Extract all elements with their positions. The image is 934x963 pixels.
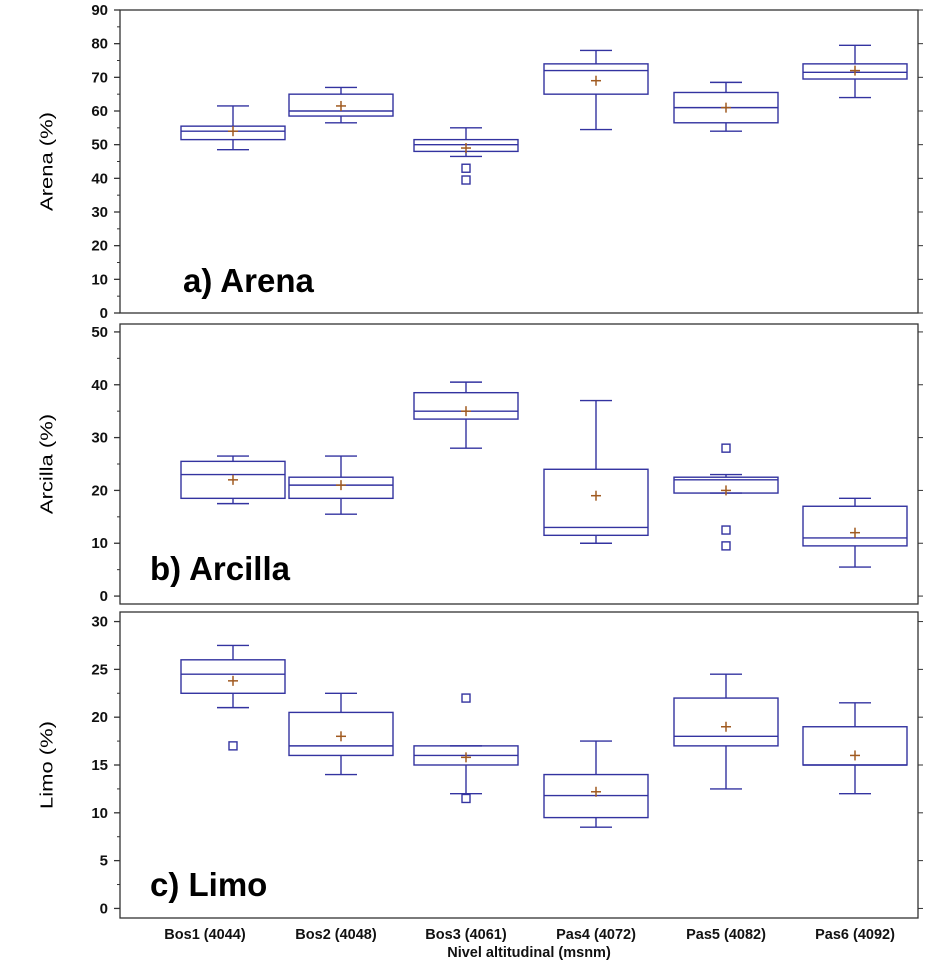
y-tick-label: 20: [91, 709, 108, 726]
y-tick-label: 60: [91, 103, 108, 120]
y-tick-label: 10: [91, 805, 108, 822]
box-iqr: [802, 63, 908, 80]
box-6: [802, 497, 908, 568]
y-tick-label: 0: [100, 588, 108, 605]
panel-1: 0 10 20 30 40 50 60 70 80 90 Arena (%) a) Arena: [37, 2, 923, 322]
box-1: [180, 644, 286, 751]
y-tick-label: 50: [91, 137, 108, 154]
panel-title: b) Arcilla: [150, 550, 291, 587]
box-6: [802, 702, 908, 795]
y-tick-label: 10: [91, 271, 108, 288]
y-tick-label: 15: [91, 757, 108, 774]
y-tick-label: 90: [91, 2, 108, 19]
outlier-point: [461, 175, 471, 185]
box-3: [413, 693, 519, 804]
panel-title: c) Limo: [150, 866, 267, 903]
y-axis-label: Arena (%): [37, 112, 56, 211]
x-category-label: Pas5 (4082): [686, 927, 766, 943]
box-2: [288, 86, 394, 124]
box-iqr: [802, 505, 908, 547]
box-iqr: [288, 476, 394, 500]
y-tick-label: 70: [91, 69, 108, 86]
box-iqr: [543, 63, 649, 95]
y-axis-label: Limo (%): [37, 721, 56, 809]
y-tick-label: 50: [91, 324, 108, 341]
box-2: [288, 692, 394, 776]
panel-3: 0 5 10 15 20 25 30 Limo (%) c) Limo: [37, 611, 923, 919]
y-tick-label: 30: [91, 204, 108, 221]
box-iqr: [180, 125, 286, 141]
box-3: [413, 381, 519, 449]
outlier-point: [461, 693, 471, 703]
box-5: [673, 81, 779, 132]
y-tick-label: 0: [100, 900, 108, 917]
box-iqr: [288, 93, 394, 117]
y-tick-label: 80: [91, 36, 108, 53]
box-4: [543, 49, 649, 131]
box-iqr: [673, 697, 779, 747]
box-4: [543, 740, 649, 828]
panel-title: a) Arena: [183, 262, 314, 299]
x-category-label: Pas4 (4072): [556, 927, 636, 943]
y-tick-label: 30: [91, 430, 108, 447]
box-1: [180, 105, 286, 151]
y-tick-label: 0: [100, 305, 108, 322]
outlier-point: [228, 741, 238, 751]
outlier-point: [721, 525, 731, 535]
box-5: [673, 443, 779, 551]
y-tick-label: 40: [91, 170, 108, 187]
y-tick-label: 10: [91, 535, 108, 552]
outlier-point: [461, 793, 471, 804]
box-2: [288, 455, 394, 515]
box-3: [413, 127, 519, 185]
box-iqr: [180, 460, 286, 500]
y-tick-label: 25: [91, 661, 108, 678]
panel-2: 0 10 20 30 40 50 Arcilla (%) b) Arcilla: [37, 323, 923, 605]
box-4: [543, 399, 649, 544]
y-tick-label: 20: [91, 238, 108, 255]
y-tick-label: 20: [91, 482, 108, 499]
x-category-label: Bos1 (4044): [164, 927, 246, 943]
x-category-label: Bos2 (4048): [295, 927, 377, 943]
outlier-point: [721, 541, 731, 551]
outlier-point: [721, 443, 731, 453]
box-iqr: [180, 659, 286, 694]
box-iqr: [413, 391, 519, 420]
box-iqr: [288, 711, 394, 757]
outlier-point: [461, 163, 471, 173]
box-iqr: [543, 468, 649, 537]
box-6: [802, 44, 908, 99]
y-tick-label: 30: [91, 614, 108, 631]
x-axis-title: Nivel altitudinal (msnm): [447, 945, 611, 961]
x-category-label: Pas6 (4092): [815, 927, 895, 943]
y-tick-label: 5: [100, 853, 108, 870]
x-category-label: Bos3 (4061): [425, 927, 507, 943]
box-1: [180, 455, 286, 505]
y-tick-label: 40: [91, 377, 108, 394]
box-5: [673, 673, 779, 790]
y-axis-label: Arcilla (%): [37, 414, 56, 514]
